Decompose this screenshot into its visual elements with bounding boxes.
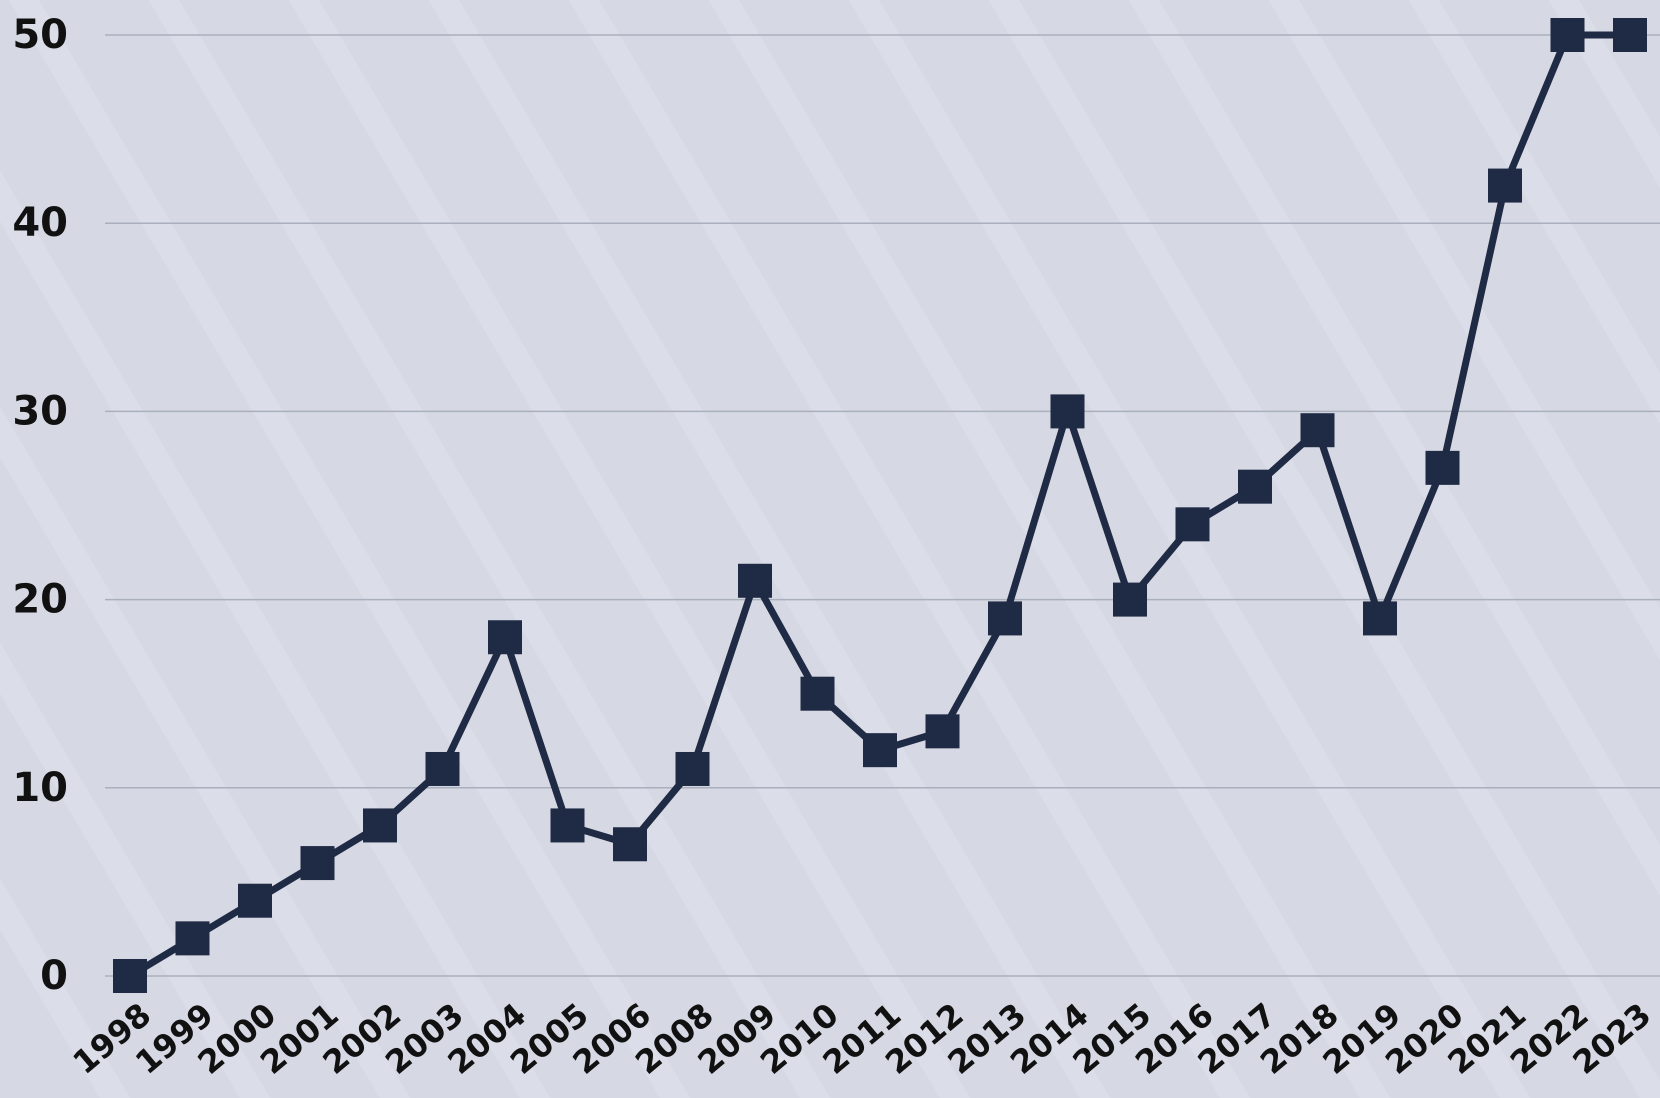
x-axis: 1998199920002001200220032004200520062008…	[66, 995, 1659, 1081]
data-point-marker	[1113, 582, 1147, 617]
y-tick-label: 40	[12, 200, 68, 246]
data-point-marker	[1300, 413, 1335, 448]
data-point-marker	[1613, 18, 1647, 52]
data-point-marker	[1050, 394, 1085, 429]
data-point-marker	[1363, 601, 1397, 636]
y-tick-label: 0	[40, 953, 68, 999]
data-point-marker	[363, 808, 397, 843]
data-point-marker	[1425, 450, 1460, 485]
background-stripe	[988, 0, 1660, 1098]
data-point-marker	[238, 883, 272, 918]
markers	[113, 18, 1647, 993]
background-stripe	[148, 0, 831, 1098]
data-point-marker	[113, 959, 147, 993]
y-axis: 0 10 20 30 40 50	[12, 12, 68, 999]
background-stripe	[0, 406, 411, 1098]
y-tick-label: 30	[12, 388, 68, 434]
data-point-marker	[738, 563, 772, 598]
data-point-marker	[488, 620, 522, 655]
data-point-marker	[675, 751, 710, 786]
background-stripe	[8, 0, 691, 1098]
y-tick-label: 20	[12, 577, 68, 623]
data-point-marker	[1550, 18, 1585, 52]
data-point-marker	[300, 846, 335, 881]
background-stripe	[428, 0, 1111, 1098]
background-stripe	[0, 642, 271, 1098]
data-point-marker	[425, 751, 460, 786]
data-point-marker	[613, 827, 647, 862]
data-point-marker	[988, 601, 1022, 636]
data-point-marker	[863, 733, 897, 768]
background-stripe	[708, 0, 1391, 1098]
background-stripe	[1268, 0, 1660, 660]
y-tick-label: 50	[12, 12, 68, 58]
background-stripe	[0, 170, 551, 1098]
background-stripe	[568, 0, 1251, 1098]
data-point-marker	[175, 921, 210, 956]
data-point-marker	[800, 676, 835, 711]
background-stripe	[1548, 0, 1660, 188]
y-tick-label: 10	[12, 765, 68, 811]
background-stripe	[1128, 0, 1660, 896]
data-point-marker	[550, 808, 585, 843]
background-stripe	[0, 878, 131, 1098]
background-stripe	[848, 0, 1531, 1098]
data-point-marker	[1175, 507, 1210, 542]
gridlines	[105, 34, 1660, 977]
data-point-marker	[1238, 469, 1272, 504]
background-stripe	[288, 0, 971, 1098]
data-point-marker	[925, 714, 960, 749]
data-point-marker	[1488, 168, 1522, 203]
